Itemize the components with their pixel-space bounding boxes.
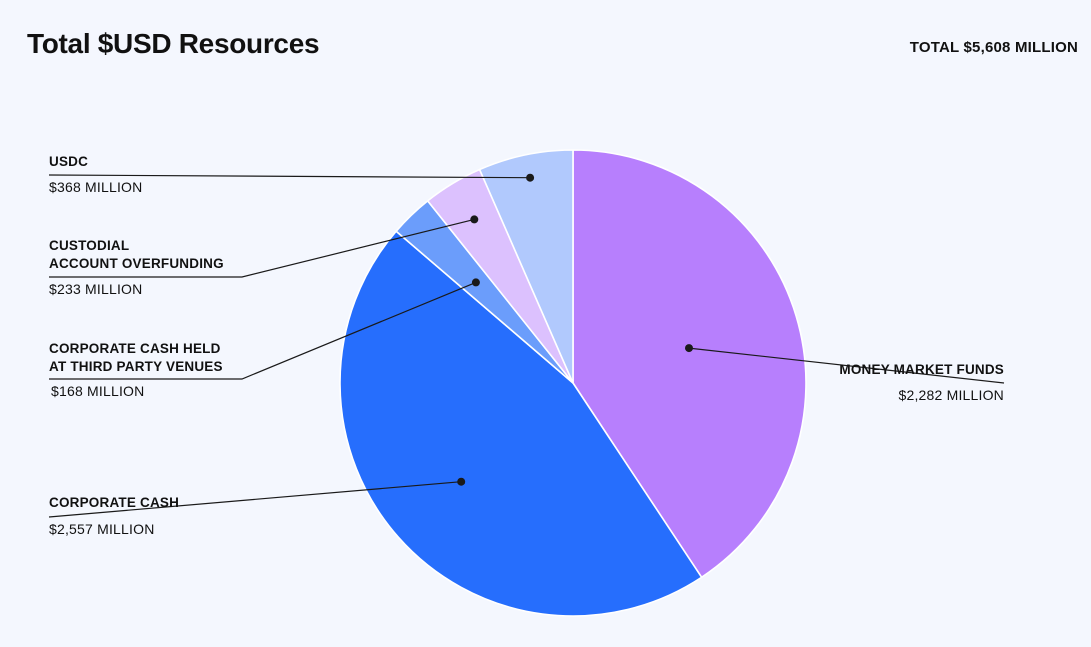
leader-line-corporate-cash — [48, 481, 462, 518]
slice-label-corporate-cash-held-at-third-party-venues-line2: AT THIRD PARTY VENUES — [49, 359, 223, 374]
total-label: TOTAL $5,608 MILLION — [909, 39, 1078, 56]
slice-label-usdc: USDC — [49, 154, 88, 169]
pie-slice-corporate-cash — [339, 230, 703, 617]
leader-lines — [48, 173, 1005, 518]
leader-dot-money-market-funds — [685, 344, 693, 353]
pie-slices — [339, 149, 807, 617]
leader-dot-corporate-cash-held-at-third-party-venues — [471, 278, 480, 287]
leader-line-custodial-account-overfunding — [49, 218, 475, 278]
slice-label-corporate-cash: CORPORATE CASH — [49, 495, 179, 510]
leader-line-corporate-cash-held-at-third-party-venues — [49, 281, 477, 380]
slice-label-custodial-account-overfunding-line1: CUSTODIAL — [49, 238, 129, 253]
slice-label-corporate-cash-held-at-third-party-venues-line1: CORPORATE CASH HELD — [49, 341, 221, 356]
slice-label-custodial-account-overfunding-line2: ACCOUNT OVERFUNDING — [49, 256, 224, 271]
slice-value-corporate-cash-held-at-third-party-venues: $168 MILLION — [51, 383, 144, 399]
slice-label-money-market-funds: MONEY MARKET FUNDS — [839, 362, 1004, 377]
slice-value-money-market-funds: $2,282 MILLION — [898, 387, 1004, 403]
slice-value-custodial-account-overfunding: $233 MILLION — [49, 281, 142, 297]
slice-value-usdc: $368 MILLION — [49, 179, 142, 195]
leader-dot-usdc — [526, 173, 535, 182]
leader-dot-custodial-account-overfunding — [470, 215, 479, 224]
slice-labels: MONEY MARKET FUNDS $2,282 MILLION CORPORAT… — [49, 154, 1004, 537]
slice-value-corporate-cash: $2,557 MILLION — [49, 521, 155, 537]
chart-title: Total $USD Resources — [27, 28, 320, 59]
leader-line-usdc — [48, 174, 531, 179]
leader-dot-corporate-cash — [457, 477, 466, 486]
pie-slice-usdc — [478, 149, 574, 384]
leader-line-money-market-funds — [688, 347, 1005, 384]
